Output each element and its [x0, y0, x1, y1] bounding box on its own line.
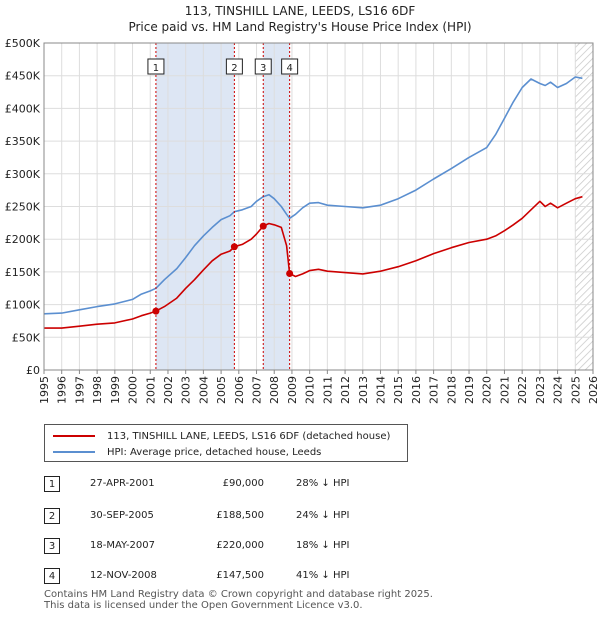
- x-tick-label: 2001: [144, 376, 157, 404]
- series-line-hpi: [43, 76, 583, 315]
- legend-item-property: 113, TINSHILL LANE, LEEDS, LS16 6DF (det…: [53, 429, 390, 443]
- y-tick-label: £50K: [12, 331, 41, 344]
- sale-point: [259, 222, 267, 230]
- footer-line-copyright: Contains HM Land Registry data © Crown c…: [44, 589, 433, 600]
- sale-label-box: [281, 58, 299, 75]
- legend-label-hpi: HPI: Average price, detached house, Leed…: [107, 446, 322, 458]
- y-tick-label: £450K: [5, 70, 41, 83]
- sale-hpi-delta: 24% ↓ HPI: [296, 510, 350, 521]
- sale-number: 4: [44, 568, 60, 584]
- x-tick-label: 2013: [357, 376, 370, 404]
- x-tick-label: 2010: [304, 376, 317, 404]
- legend: 113, TINSHILL LANE, LEEDS, LS16 6DF (det…: [44, 424, 408, 462]
- x-tick-label: 2022: [516, 376, 529, 404]
- x-tick-label: 1999: [109, 376, 122, 404]
- sale-row: 4 12-NOV-2008 £147,500 41% ↓ HPI: [44, 568, 564, 584]
- sale-date: 18-MAY-2007: [90, 540, 156, 551]
- sale-hpi-delta: 28% ↓ HPI: [296, 478, 350, 489]
- x-tick-label: 2019: [463, 376, 476, 404]
- sale-point: [230, 243, 238, 251]
- y-tick-label: £150K: [5, 266, 41, 279]
- sale-point: [152, 307, 160, 315]
- footer-line-licence: This data is licensed under the Open Gov…: [44, 600, 363, 611]
- x-tick-label: 2015: [392, 376, 405, 404]
- chart-subtitle: Price paid vs. HM Land Registry's House …: [128, 20, 472, 34]
- legend-swatch-red: [53, 435, 95, 437]
- sale-price: £147,500: [216, 570, 264, 581]
- x-tick-label: 2004: [197, 376, 210, 404]
- sale-label-box: [147, 58, 165, 75]
- legend-label-property: 113, TINSHILL LANE, LEEDS, LS16 6DF (det…: [107, 430, 391, 442]
- sale-label-text: 1: [153, 63, 159, 74]
- x-tick-label: 2021: [498, 376, 511, 404]
- x-tick-label: 2008: [268, 376, 281, 404]
- x-tick-label: 1997: [73, 376, 86, 404]
- chart-title: 113, TINSHILL LANE, LEEDS, LS16 6DF: [184, 4, 416, 18]
- x-tick-label: 2025: [569, 376, 582, 404]
- x-tick-label: 2023: [534, 376, 547, 404]
- x-tick-label: 2014: [374, 376, 387, 404]
- y-tick-label: £400K: [5, 102, 41, 115]
- x-tick-label: 2011: [321, 376, 334, 404]
- y-tick-label: £350K: [5, 135, 41, 148]
- x-tick-label: 2026: [587, 376, 600, 404]
- sale-row: 2 30-SEP-2005 £188,500 24% ↓ HPI: [44, 508, 564, 524]
- sale-label-text: 4: [286, 63, 292, 74]
- sale-date: 27-APR-2001: [90, 478, 155, 489]
- x-tick-label: 2024: [552, 376, 565, 404]
- y-tick-label: £500K: [5, 37, 41, 50]
- legend-item-hpi: HPI: Average price, detached house, Leed…: [53, 445, 321, 459]
- y-tick-label: £200K: [5, 233, 41, 246]
- x-tick-label: 2002: [162, 376, 175, 404]
- sale-number: 2: [44, 508, 60, 524]
- y-tick-label: £0: [26, 364, 40, 377]
- x-tick-label: 2005: [215, 376, 228, 404]
- x-tick-label: 2020: [481, 376, 494, 404]
- sale-number: 1: [44, 476, 60, 492]
- footer-note: Contains HM Land Registry data © Crown c…: [44, 589, 564, 611]
- sale-label-text: 2: [231, 63, 237, 74]
- sale-price: £188,500: [216, 510, 264, 521]
- x-tick-label: 2007: [251, 376, 264, 404]
- x-tick-label: 1998: [91, 376, 104, 404]
- x-tick-label: 1996: [56, 376, 69, 404]
- sale-row: 3 18-MAY-2007 £220,000 18% ↓ HPI: [44, 538, 564, 554]
- plot-frame: [43, 42, 594, 371]
- x-tick-label: 2003: [180, 376, 193, 404]
- sale-label-text: 3: [260, 63, 266, 74]
- x-tick-label: 2012: [339, 376, 352, 404]
- y-tick-label: £250K: [5, 201, 41, 214]
- x-tick-label: 1995: [38, 376, 51, 404]
- x-tick-label: 2017: [428, 376, 441, 404]
- sale-date: 12-NOV-2008: [90, 570, 157, 581]
- sale-number: 3: [44, 538, 60, 554]
- sale-price: £90,000: [222, 478, 264, 489]
- sale-label-box: [254, 58, 272, 75]
- sale-price: £220,000: [216, 540, 264, 551]
- sale-hpi-delta: 18% ↓ HPI: [296, 540, 350, 551]
- x-tick-label: 2000: [127, 376, 140, 404]
- sale-hpi-delta: 41% ↓ HPI: [296, 570, 350, 581]
- sale-point: [286, 270, 294, 278]
- x-tick-label: 2006: [233, 376, 246, 404]
- sale-date: 30-SEP-2005: [90, 510, 154, 521]
- price-chart: 1 2 3 4 £0 £50K £100K £150K £200K £250K £300K £350…: [5, 37, 600, 404]
- sale-label-box: [225, 58, 243, 75]
- series-line-property: [44, 195, 583, 329]
- sale-row: 1 27-APR-2001 £90,000 28% ↓ HPI: [44, 476, 564, 492]
- y-tick-label: £100K: [5, 299, 41, 312]
- legend-swatch-blue: [53, 451, 95, 453]
- x-tick-label: 2009: [286, 376, 299, 404]
- x-tick-label: 2016: [410, 376, 423, 404]
- x-tick-label: 2018: [445, 376, 458, 404]
- y-tick-label: £300K: [5, 168, 41, 181]
